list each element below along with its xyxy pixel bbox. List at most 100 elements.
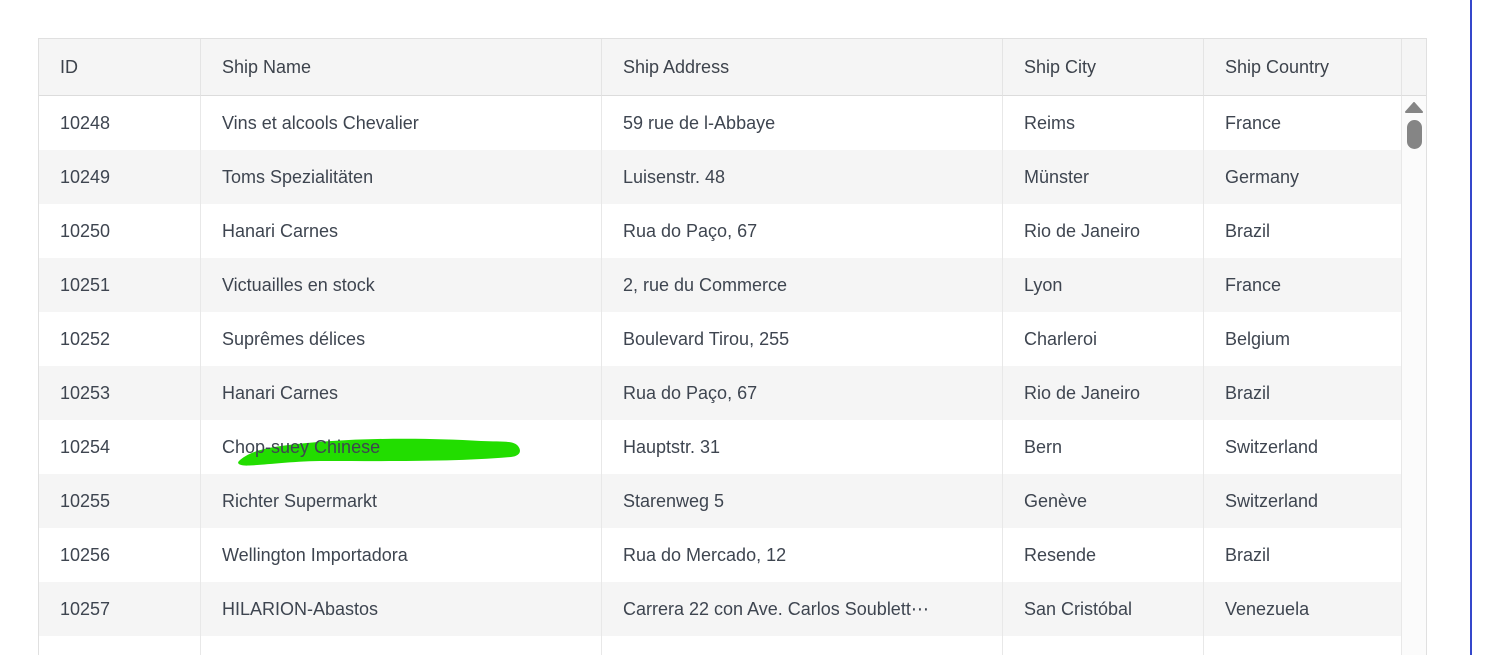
cell-id[interactable]: 10258 — [39, 636, 201, 655]
cell-ship_address[interactable]: Starenweg 5 — [602, 474, 1003, 528]
cell-text: Charleroi — [1024, 328, 1098, 349]
cell-ship_country[interactable]: Venezuela — [1204, 582, 1402, 636]
cell-ship_address[interactable]: Kirchgasse 6 — [602, 636, 1003, 655]
cell-id[interactable]: 10250 — [39, 204, 201, 258]
cell-text: Starenweg 5 — [623, 490, 725, 511]
cell-text: Hauptstr. 31 — [623, 436, 721, 457]
column-header-ship_country[interactable]: Ship Country — [1204, 39, 1402, 96]
cell-id[interactable]: 10254 — [39, 420, 201, 474]
cell-id[interactable]: 10249 — [39, 150, 201, 204]
scrollbar-thumb[interactable] — [1406, 120, 1422, 149]
cell-ship_name[interactable]: Victuailles en stock — [201, 258, 602, 312]
cell-id[interactable]: 10255 — [39, 474, 201, 528]
table-row-10250[interactable]: 10250 Hanari Carnes Rua do Paço, 67 Rio de … — [39, 204, 1402, 258]
cell-text: Ernst Handel — [222, 653, 326, 655]
cell-ship_city[interactable]: Bern — [1003, 420, 1204, 474]
column-header-ship_city[interactable]: Ship City — [1003, 39, 1204, 96]
cell-ship_address[interactable]: Hauptstr. 31 — [602, 420, 1003, 474]
cell-ship_name[interactable]: Toms Spezialitäten — [201, 150, 602, 204]
column-header-ship_name[interactable]: Ship Name — [201, 39, 602, 96]
table-row-10255[interactable]: 10255 Richter Supermarkt Starenweg 5 Genève… — [39, 474, 1402, 528]
cell-ship_country[interactable]: Brazil — [1204, 366, 1402, 420]
cell-text: 10251 — [60, 274, 111, 295]
cell-ship_name[interactable]: HILARION-Abastos — [201, 582, 602, 636]
cell-id[interactable]: 10257 — [39, 582, 201, 636]
table-row-10249[interactable]: 10249 Toms Spezialitäten Luisenstr. 48 Müns… — [39, 150, 1402, 204]
cell-ship_country[interactable]: Brazil — [1204, 204, 1402, 258]
cell-ship_city[interactable]: Graz — [1003, 636, 1204, 655]
cell-ship_country[interactable]: Brazil — [1204, 528, 1402, 582]
cell-text: Münster — [1024, 166, 1090, 187]
cell-text: 10257 — [60, 598, 111, 619]
table-row-10254[interactable]: 10254 Chop-suey Chinese Hauptstr. 31 Bern Sw… — [39, 420, 1402, 474]
cell-text: San Cristóbal — [1024, 598, 1133, 619]
cell-text: Chop-suey Chinese — [222, 436, 381, 457]
cell-ship_country[interactable]: Switzerland — [1204, 420, 1402, 474]
table-row-10252[interactable]: 10252 Suprêmes délices Boulevard Tirou, 25… — [39, 312, 1402, 366]
cell-text: Lyon — [1024, 274, 1063, 295]
cell-ship_address[interactable]: Rua do Mercado, 12 — [602, 528, 1003, 582]
cell-ship_name[interactable]: Chop-suey Chinese — [201, 420, 602, 474]
cell-ship_country[interactable]: Belgium — [1204, 312, 1402, 366]
cell-ship_name[interactable]: Suprêmes délices — [201, 312, 602, 366]
cell-ship_city[interactable]: San Cristóbal — [1003, 582, 1204, 636]
table-row-10258[interactable]: 10258 Ernst Handel Kirchgasse 6 Graz Austria — [39, 636, 1402, 655]
cell-text: Venezuela — [1225, 598, 1310, 619]
cell-text: 10254 — [60, 436, 111, 457]
table-row-10251[interactable]: 10251 Victuailles en stock 2, rue du Comme… — [39, 258, 1402, 312]
cell-ship_country[interactable]: France — [1204, 258, 1402, 312]
cell-ship_country[interactable]: Austria — [1204, 636, 1402, 655]
cell-ship_name[interactable]: Vins et alcools Chevalier — [201, 96, 602, 150]
table-row-10253[interactable]: 10253 Hanari Carnes Rua do Paço, 67 Rio de … — [39, 366, 1402, 420]
vertical-scrollbar[interactable] — [1401, 96, 1426, 655]
cell-id[interactable]: 10251 — [39, 258, 201, 312]
cell-ship_country[interactable]: Germany — [1204, 150, 1402, 204]
cell-ship_country[interactable]: France — [1204, 96, 1402, 150]
cell-ship_address[interactable]: 59 rue de l-Abbaye — [602, 96, 1003, 150]
cell-ship_city[interactable]: Münster — [1003, 150, 1204, 204]
cell-text: 2, rue du Commerce — [623, 274, 788, 295]
cell-ship_city[interactable]: Charleroi — [1003, 312, 1204, 366]
cell-ship_name[interactable]: Hanari Carnes — [201, 366, 602, 420]
cell-ship_city[interactable]: Genève — [1003, 474, 1204, 528]
cell-id[interactable]: 10252 — [39, 312, 201, 366]
cell-text: 59 rue de l-Abbaye — [623, 112, 776, 133]
table-row-10256[interactable]: 10256 Wellington Importadora Rua do Mercad… — [39, 528, 1402, 582]
cell-ship_address[interactable]: Rua do Paço, 67 — [602, 366, 1003, 420]
cell-text: Rua do Paço, 67 — [623, 382, 758, 403]
cell-ship_name[interactable]: Ernst Handel — [201, 636, 602, 655]
cell-ship_address[interactable]: 2, rue du Commerce — [602, 258, 1003, 312]
cell-text: Switzerland — [1225, 490, 1319, 511]
table-row-10248[interactable]: 10248 Vins et alcools Chevalier 59 rue de … — [39, 96, 1402, 150]
cell-ship_city[interactable]: Reims — [1003, 96, 1204, 150]
cell-ship_country[interactable]: Switzerland — [1204, 474, 1402, 528]
cell-ship_city[interactable]: Lyon — [1003, 258, 1204, 312]
column-header-ship_address[interactable]: Ship Address — [602, 39, 1003, 96]
cell-text: Switzerland — [1225, 436, 1319, 457]
cell-ship_city[interactable]: Rio de Janeiro — [1003, 204, 1204, 258]
cell-ship_name[interactable]: Wellington Importadora — [201, 528, 602, 582]
cell-text: Toms Spezialitäten — [222, 166, 374, 187]
cell-text: 10250 — [60, 220, 111, 241]
cell-text: Belgium — [1225, 328, 1291, 349]
scroll-up-arrow-icon[interactable] — [1405, 102, 1423, 113]
cell-text: Resende — [1024, 544, 1097, 565]
cell-ship_address[interactable]: Boulevard Tirou, 255 — [602, 312, 1003, 366]
cell-ship_address[interactable]: Luisenstr. 48 — [602, 150, 1003, 204]
cell-ship_city[interactable]: Rio de Janeiro — [1003, 366, 1204, 420]
column-header-id[interactable]: ID — [39, 39, 201, 96]
cell-ship_name[interactable]: Richter Supermarkt — [201, 474, 602, 528]
cell-id[interactable]: 10248 — [39, 96, 201, 150]
grid-header-scroll-corner — [1401, 39, 1426, 96]
table-row-10257[interactable]: 10257 HILARION-Abastos Carrera 22 con Ave.… — [39, 582, 1402, 636]
cell-ship_address[interactable]: Rua do Paço, 67 — [602, 204, 1003, 258]
cell-ship_address[interactable]: Carrera 22 con Ave. Carlos Soublett⋯ — [602, 582, 1003, 636]
cell-text: Graz — [1024, 653, 1063, 655]
cell-ship_name[interactable]: Hanari Carnes — [201, 204, 602, 258]
cell-ship_city[interactable]: Resende — [1003, 528, 1204, 582]
cell-id[interactable]: 10253 — [39, 366, 201, 420]
cell-text: Bern — [1024, 436, 1063, 457]
cell-text: Boulevard Tirou, 255 — [623, 328, 790, 349]
cell-id[interactable]: 10256 — [39, 528, 201, 582]
